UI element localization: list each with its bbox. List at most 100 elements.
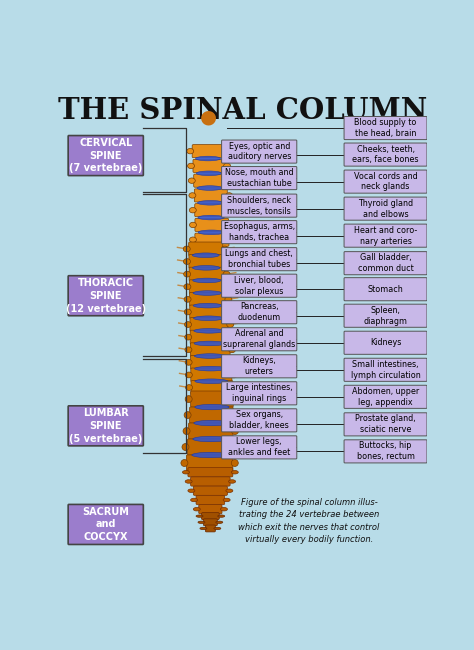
Ellipse shape: [184, 411, 191, 419]
Ellipse shape: [196, 171, 222, 176]
FancyBboxPatch shape: [191, 477, 230, 486]
Text: Blood supply to
the head, brain: Blood supply to the head, brain: [355, 118, 417, 138]
FancyBboxPatch shape: [222, 328, 297, 351]
FancyBboxPatch shape: [344, 143, 427, 166]
Ellipse shape: [223, 499, 230, 502]
Text: THE SPINAL COLUMN: THE SPINAL COLUMN: [58, 96, 428, 125]
Ellipse shape: [230, 372, 237, 378]
Ellipse shape: [183, 271, 191, 277]
FancyBboxPatch shape: [186, 455, 233, 471]
Ellipse shape: [185, 334, 191, 340]
Ellipse shape: [184, 284, 191, 290]
FancyBboxPatch shape: [205, 525, 215, 532]
Text: Lungs and chest,
bronchial tubes: Lungs and chest, bronchial tubes: [225, 250, 293, 269]
Ellipse shape: [190, 237, 196, 242]
FancyBboxPatch shape: [222, 140, 297, 163]
FancyBboxPatch shape: [222, 194, 297, 217]
Text: Nose, mouth and
eustachian tube: Nose, mouth and eustachian tube: [225, 168, 293, 188]
Text: Thyroid gland
and elbows: Thyroid gland and elbows: [358, 199, 413, 218]
Ellipse shape: [185, 359, 192, 365]
Ellipse shape: [193, 508, 201, 511]
Text: Spleen,
diaphragm: Spleen, diaphragm: [364, 306, 408, 326]
Ellipse shape: [227, 322, 234, 328]
FancyBboxPatch shape: [190, 330, 229, 344]
FancyBboxPatch shape: [344, 304, 427, 328]
Ellipse shape: [227, 222, 234, 227]
FancyBboxPatch shape: [194, 189, 227, 202]
Ellipse shape: [182, 443, 189, 450]
FancyBboxPatch shape: [344, 278, 427, 301]
FancyBboxPatch shape: [344, 170, 427, 193]
Text: Heart and coro-
nary arteries: Heart and coro- nary arteries: [354, 226, 417, 246]
FancyBboxPatch shape: [189, 280, 226, 294]
Text: Pancreas,
duodenum: Pancreas, duodenum: [237, 302, 281, 322]
Ellipse shape: [195, 404, 229, 410]
FancyBboxPatch shape: [191, 343, 230, 357]
Ellipse shape: [229, 359, 237, 365]
Ellipse shape: [225, 178, 232, 183]
Ellipse shape: [187, 148, 194, 154]
FancyBboxPatch shape: [194, 174, 226, 187]
Ellipse shape: [188, 489, 195, 493]
Ellipse shape: [222, 259, 229, 265]
FancyBboxPatch shape: [222, 436, 297, 459]
Ellipse shape: [183, 259, 191, 265]
Text: Esophagus, arms,
hands, trachea: Esophagus, arms, hands, trachea: [224, 222, 295, 242]
Ellipse shape: [220, 508, 228, 511]
FancyBboxPatch shape: [201, 513, 219, 519]
Text: Shoulders, neck
muscles, tonsils: Shoulders, neck muscles, tonsils: [227, 196, 291, 216]
Text: Abdomen, upper
leg, appendix: Abdomen, upper leg, appendix: [352, 387, 419, 407]
Ellipse shape: [197, 186, 223, 190]
Ellipse shape: [224, 284, 231, 290]
Ellipse shape: [226, 193, 233, 198]
Ellipse shape: [189, 207, 196, 213]
Ellipse shape: [196, 515, 203, 517]
FancyBboxPatch shape: [68, 136, 143, 176]
FancyBboxPatch shape: [344, 116, 427, 140]
Ellipse shape: [228, 347, 236, 353]
Text: Liver, blood,
solar plexus: Liver, blood, solar plexus: [235, 276, 284, 296]
Ellipse shape: [198, 521, 205, 523]
Ellipse shape: [223, 271, 230, 277]
Ellipse shape: [231, 385, 238, 391]
FancyBboxPatch shape: [191, 356, 231, 369]
FancyBboxPatch shape: [190, 407, 233, 423]
Ellipse shape: [188, 178, 195, 183]
Ellipse shape: [185, 347, 192, 353]
Ellipse shape: [231, 460, 238, 467]
Ellipse shape: [228, 334, 235, 340]
Ellipse shape: [194, 354, 226, 358]
FancyBboxPatch shape: [68, 406, 143, 446]
Ellipse shape: [183, 428, 190, 434]
Ellipse shape: [231, 443, 238, 450]
FancyBboxPatch shape: [189, 255, 224, 268]
Ellipse shape: [189, 193, 196, 198]
Ellipse shape: [232, 396, 239, 402]
FancyBboxPatch shape: [195, 218, 228, 231]
Ellipse shape: [193, 316, 224, 320]
FancyBboxPatch shape: [222, 355, 297, 378]
Ellipse shape: [228, 237, 235, 242]
Ellipse shape: [198, 200, 224, 205]
Ellipse shape: [228, 480, 236, 483]
FancyBboxPatch shape: [344, 332, 427, 354]
Text: Figure of the spinal column illus-
trating the 24 vertebrae between
which exit t: Figure of the spinal column illus- trati…: [238, 498, 380, 543]
FancyBboxPatch shape: [196, 495, 225, 504]
Ellipse shape: [191, 499, 198, 502]
Ellipse shape: [185, 396, 192, 402]
Ellipse shape: [225, 296, 232, 302]
FancyBboxPatch shape: [189, 242, 223, 256]
Ellipse shape: [196, 156, 220, 161]
FancyBboxPatch shape: [188, 467, 233, 477]
FancyBboxPatch shape: [189, 423, 233, 439]
Ellipse shape: [190, 222, 197, 227]
Ellipse shape: [231, 428, 238, 434]
Ellipse shape: [193, 278, 221, 283]
Ellipse shape: [194, 341, 225, 346]
Ellipse shape: [186, 385, 192, 391]
Text: Large intestines,
inguinal rings: Large intestines, inguinal rings: [226, 384, 292, 403]
Ellipse shape: [184, 322, 191, 328]
Text: Buttocks, hip
bones, rectum: Buttocks, hip bones, rectum: [356, 441, 415, 461]
Ellipse shape: [181, 460, 188, 467]
Text: Small intestines,
lymph circulation: Small intestines, lymph circulation: [351, 360, 420, 380]
